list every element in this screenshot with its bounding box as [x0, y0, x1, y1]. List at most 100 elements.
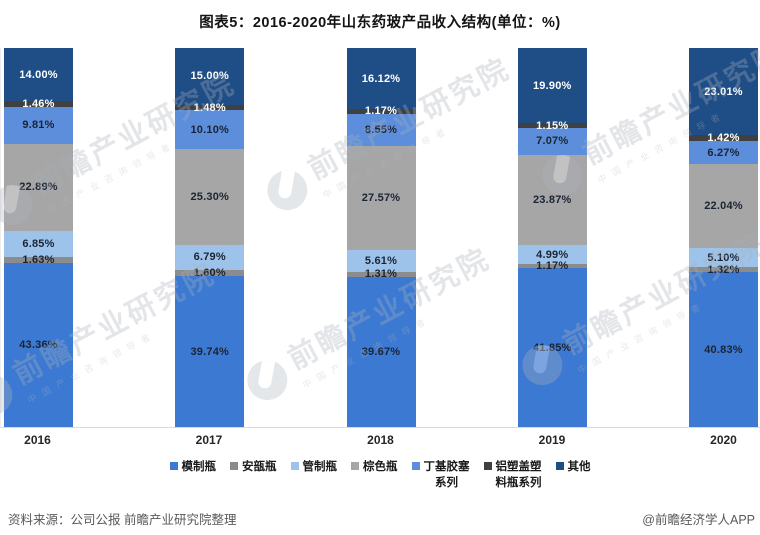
bar-segment: 1.46% — [4, 97, 73, 110]
data-label: 1.31% — [364, 268, 398, 281]
bar-segment: 6.27% — [689, 140, 758, 165]
bar-segment: 25.30% — [175, 148, 245, 245]
source-note: 资料来源：公司公报 前瞻产业研究院整理 — [8, 513, 237, 527]
legend-label: 棕色瓶 — [363, 461, 398, 473]
data-label: 1.48% — [193, 101, 226, 114]
data-label: 1.15% — [536, 119, 569, 132]
data-label: 8.55% — [364, 123, 398, 136]
data-label: 23.01% — [704, 85, 743, 98]
data-label: 15.00% — [190, 70, 230, 83]
x-axis-label: 2019 — [538, 433, 566, 447]
data-label: 5.61% — [364, 255, 398, 268]
bar-segment: 41.85% — [517, 268, 587, 427]
data-label: 40.83% — [704, 343, 743, 356]
x-axis-labels: 2016 2017 2018 2019 2020 — [0, 433, 760, 447]
legend-marker-icon — [230, 462, 238, 470]
bar-segment: 1.32% — [689, 264, 758, 276]
stacked-bar: 40.83% 1.32% 5.10% 22.04% 6.27% 1.42% 23.01% — [689, 48, 758, 427]
x-axis-label: 2018 — [367, 433, 394, 447]
bar-segment: 8.55% — [346, 113, 416, 146]
legend-label: 模制瓶 — [181, 461, 217, 473]
bar-segment: 43.36% — [4, 262, 73, 427]
data-label: 1.60% — [193, 267, 226, 280]
bar-segment: 1.17% — [517, 260, 587, 272]
data-label: 23.87% — [532, 193, 572, 206]
data-label: 1.17% — [536, 260, 569, 273]
legend-marker-icon — [351, 462, 359, 470]
bar-segment: 23.01% — [689, 48, 758, 136]
legend-item: 模制瓶 — [169, 459, 217, 475]
bar-segment: 6.79% — [175, 244, 245, 271]
bar-segment: 39.67% — [346, 276, 416, 427]
bar-segment: 9.81% — [4, 106, 73, 144]
data-label: 1.63% — [22, 253, 55, 266]
data-label: 7.07% — [536, 135, 569, 148]
data-label: 5.10% — [707, 251, 740, 264]
data-label: 4.99% — [536, 248, 569, 261]
stacked-bar: 39.67% 1.31% 5.61% 27.57% 8.55% 1.17% 16.12% — [346, 48, 416, 427]
legend-item: 丁基胶塞 系列 — [411, 459, 470, 491]
legend-label: 铝塑盖塑 料瓶系列 — [495, 461, 542, 490]
data-label: 41.85% — [532, 341, 572, 354]
legend: 模制瓶 安瓿瓶 管制瓶 棕色瓶 丁基胶塞 系列 铝塑盖塑 料瓶系列 其他 — [0, 459, 760, 491]
data-label: 1.17% — [364, 105, 398, 118]
legend-marker-icon — [169, 462, 178, 470]
data-label: 19.90% — [532, 79, 572, 92]
legend-marker-icon — [290, 462, 299, 470]
legend-item: 安瓿瓶 — [230, 459, 277, 475]
bar-segment: 1.42% — [689, 132, 758, 144]
stacked-bar: 41.85% 1.17% 4.99% 23.87% 7.07% 1.15% 19.90% — [517, 48, 587, 427]
data-label: 1.32% — [707, 263, 740, 276]
bar-segment: 6.85% — [4, 230, 73, 257]
bar-segment: 39.74% — [175, 276, 245, 427]
bar-segment: 19.90% — [517, 48, 587, 124]
legend-item: 其他 — [555, 459, 591, 475]
legend-item: 铝塑盖塑 料瓶系列 — [483, 459, 542, 491]
data-label: 27.57% — [361, 192, 401, 205]
data-label: 22.89% — [19, 181, 58, 194]
x-axis-label: 2017 — [195, 433, 223, 447]
data-label: 1.42% — [707, 131, 740, 144]
data-label: 14.00% — [19, 68, 58, 81]
data-label: 16.12% — [361, 72, 401, 85]
legend-label: 丁基胶塞 系列 — [423, 461, 470, 490]
data-label: 1.46% — [22, 97, 55, 110]
legend-marker-icon — [555, 462, 564, 470]
credit-note: @前瞻经济学人APP — [642, 513, 755, 527]
bar-segment: 1.48% — [175, 101, 245, 114]
data-label: 25.30% — [190, 190, 230, 203]
bar-segment: 1.17% — [346, 105, 416, 117]
legend-item: 管制瓶 — [290, 459, 338, 475]
legend-marker-icon — [483, 462, 492, 470]
bar-segment: 4.99% — [517, 245, 587, 264]
legend-item: 棕色瓶 — [351, 459, 398, 475]
bar-segment: 14.00% — [4, 48, 73, 102]
legend-label: 管制瓶 — [302, 461, 338, 473]
chart-title: 图表5：2016-2020年山东药玻产品收入结构(单位：%) — [199, 15, 561, 31]
legend-label: 安瓿瓶 — [242, 461, 277, 473]
data-label: 6.79% — [193, 251, 226, 264]
data-label: 39.74% — [190, 345, 230, 358]
bar-segment: 10.10% — [175, 110, 245, 149]
bar-segment: 22.04% — [689, 164, 758, 248]
data-label: 6.27% — [707, 146, 740, 159]
bar-segment: 5.10% — [689, 247, 758, 268]
legend-marker-icon — [411, 462, 420, 470]
data-label: 22.04% — [704, 200, 743, 213]
x-axis-label: 2020 — [710, 433, 737, 447]
bar-segment: 16.12% — [346, 48, 416, 110]
bar-segment: 7.07% — [517, 127, 587, 155]
bar-segment: 1.31% — [346, 268, 416, 280]
bar-segment: 15.00% — [175, 48, 245, 105]
stacked-bar: 39.74% 1.60% 6.79% 25.30% 10.10% 1.48% 15.00% — [175, 48, 245, 427]
bar-segment: 27.57% — [346, 145, 416, 251]
data-label: 39.67% — [361, 345, 401, 358]
bar-segment: 1.63% — [4, 253, 73, 266]
x-axis-label: 2016 — [24, 433, 51, 447]
bar-segment: 23.87% — [517, 154, 587, 246]
bar-segment: 5.61% — [346, 250, 416, 272]
legend-label: 其他 — [567, 461, 591, 473]
data-label: 43.36% — [19, 338, 58, 351]
bar-segment: 1.60% — [175, 267, 245, 280]
bar-segment: 1.15% — [517, 120, 587, 132]
